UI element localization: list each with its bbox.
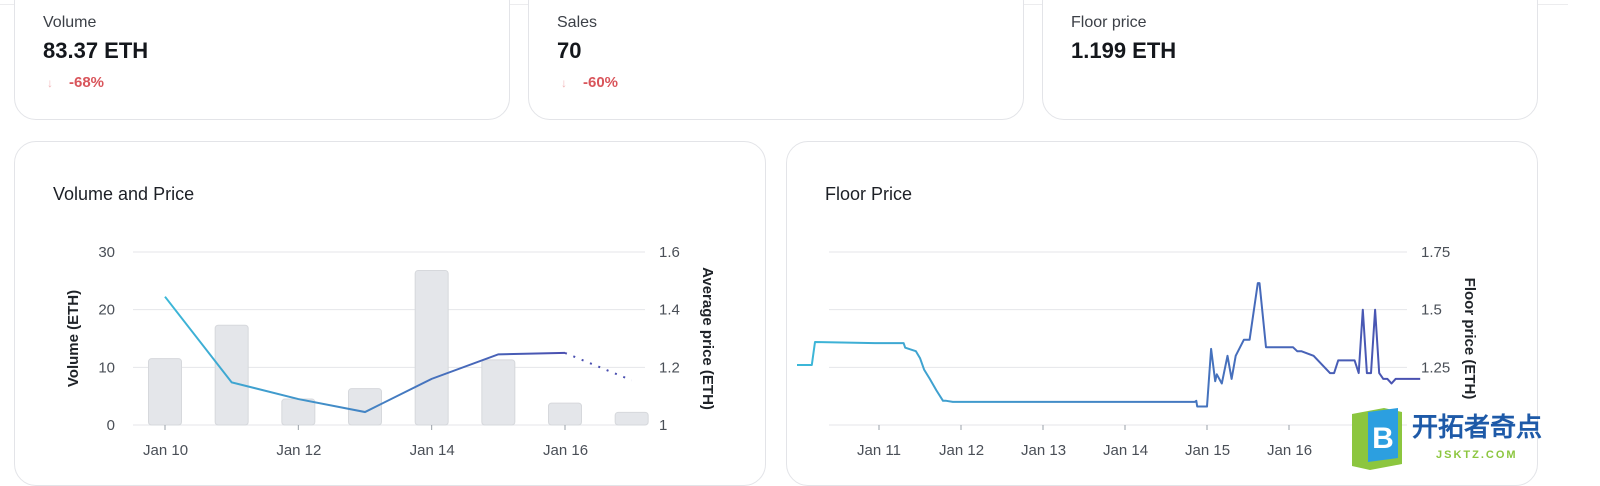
floor-price-chart: 1.25 1.5 1.75 Jan 11 Jan 12 Jan 13 Jan 14 Jan 1… bbox=[797, 244, 1478, 459]
stat-label: Volume bbox=[43, 14, 97, 31]
y2-tick-label: 1 bbox=[659, 417, 667, 434]
x-tick-label: Jan 12 bbox=[276, 442, 321, 459]
stat-change: ↓ -68% bbox=[47, 74, 104, 91]
y2-axis-title: Average price (ETH) bbox=[699, 267, 716, 410]
logo-icon: B 开拓者奇点 JSKTZ.COM bbox=[1352, 408, 1542, 470]
x-tick-label: Jan 14 bbox=[410, 442, 455, 459]
arrow-down-icon: ↓ bbox=[561, 76, 567, 90]
y-tick-label: 1.25 bbox=[1421, 359, 1450, 376]
stat-label: Floor price bbox=[1071, 14, 1147, 31]
stat-value: 1.199 ETH bbox=[1071, 38, 1177, 63]
volume-stat-card: Volume 83.37 ETH ↓ -68% bbox=[14, 0, 510, 120]
volume-bar bbox=[548, 402, 582, 426]
x-tick-label: Jan 14 bbox=[1103, 442, 1148, 459]
x-tick-label: Jan 10 bbox=[143, 442, 188, 459]
floor-price-line bbox=[797, 282, 1421, 408]
volume-bar bbox=[481, 359, 516, 426]
watermark-logo: B 开拓者奇点 JSKTZ.COM bbox=[1352, 408, 1600, 470]
y-tick-label: 20 bbox=[98, 302, 115, 319]
y2-tick-label: 1.6 bbox=[659, 244, 680, 261]
stat-value: 70 bbox=[557, 38, 582, 63]
y2-tick-label: 1.4 bbox=[659, 302, 680, 319]
logo-brand: 开拓者奇点 bbox=[1412, 412, 1542, 442]
volume-bar bbox=[348, 388, 382, 426]
x-tick-label: Jan 15 bbox=[1185, 442, 1230, 459]
x-tick-label: Jan 13 bbox=[1021, 442, 1066, 459]
stat-change-value: -68% bbox=[69, 74, 105, 91]
y-axis-title: Floor price (ETH) bbox=[1461, 278, 1478, 400]
floor-price-stat-card: Floor price 1.199 ETH bbox=[1042, 0, 1538, 120]
stat-change-value: -60% bbox=[583, 74, 619, 91]
logo-domain: JSKTZ.COM bbox=[1436, 449, 1518, 461]
average-price-line bbox=[164, 296, 566, 414]
volume-bar bbox=[148, 358, 182, 426]
stat-change: ↓ -60% bbox=[561, 74, 618, 91]
sales-stat-card: Sales 70 ↓ -60% bbox=[528, 0, 1024, 120]
volume-bar bbox=[281, 398, 316, 426]
volume-price-card: Volume and Price 0 10 20 30 1 1.2 1.4 1.6 Jan 10… bbox=[14, 141, 766, 486]
y2-tick-label: 1.2 bbox=[659, 359, 680, 376]
stat-label: Sales bbox=[557, 14, 598, 31]
y-tick-label: 1.5 bbox=[1421, 302, 1442, 319]
floor-price-card: Floor Price 1.25 1.5 1.75 Jan 11 Jan 12 Jan 1… bbox=[786, 141, 1538, 486]
y-tick-label: 1.75 bbox=[1421, 244, 1450, 261]
x-tick-label: Jan 12 bbox=[939, 442, 984, 459]
average-price-projection bbox=[564, 351, 633, 382]
x-tick-label: Jan 16 bbox=[543, 442, 588, 459]
y-tick-label: 10 bbox=[98, 359, 115, 376]
chart-title: Volume and Price bbox=[53, 184, 195, 204]
y-tick-label: 0 bbox=[107, 417, 115, 434]
volume-bar bbox=[614, 411, 649, 426]
x-tick-label: Jan 11 bbox=[857, 442, 901, 459]
arrow-down-icon: ↓ bbox=[47, 76, 53, 90]
x-tick-label: Jan 16 bbox=[1267, 442, 1312, 459]
volume-price-chart: 0 10 20 30 1 1.2 1.4 1.6 Jan 10 Jan 12 Jan 14 Jan 1… bbox=[65, 244, 716, 459]
volume-bar bbox=[214, 324, 249, 426]
logo-letter: B bbox=[1372, 422, 1394, 455]
y-axis-title: Volume (ETH) bbox=[65, 290, 82, 387]
chart-title: Floor Price bbox=[825, 184, 913, 204]
y-tick-label: 30 bbox=[98, 244, 115, 261]
stat-value: 83.37 ETH bbox=[43, 38, 149, 63]
volume-bar bbox=[414, 269, 449, 426]
